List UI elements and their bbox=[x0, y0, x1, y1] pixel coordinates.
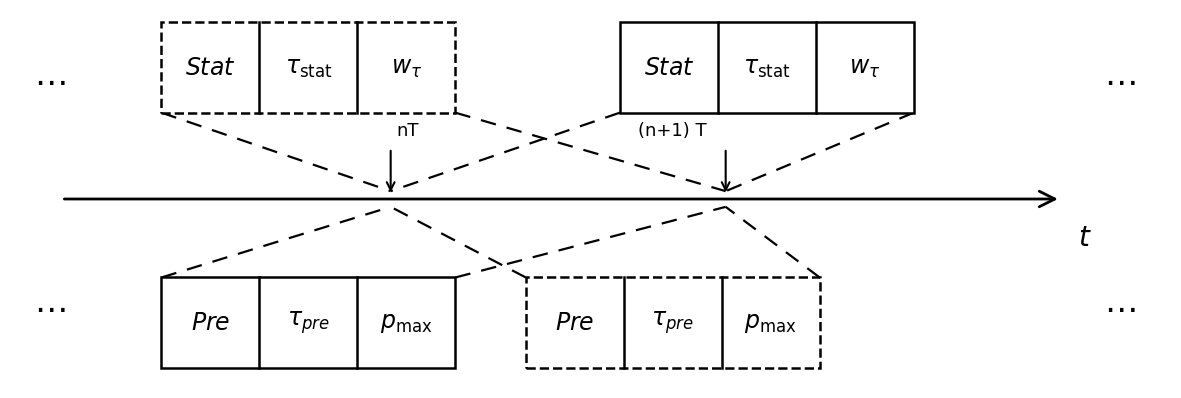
Text: $\cdots$: $\cdots$ bbox=[1104, 293, 1135, 326]
Bar bbox=[162, 22, 456, 113]
Text: t: t bbox=[1078, 224, 1089, 252]
Text: $w_{\tau}$: $w_{\tau}$ bbox=[849, 56, 880, 80]
Text: $\mathit{Stat}$: $\mathit{Stat}$ bbox=[185, 56, 236, 80]
Bar bbox=[162, 277, 456, 368]
Text: $p_{\mathrm{max}}$: $p_{\mathrm{max}}$ bbox=[380, 310, 432, 335]
Text: $\mathit{Pre}$: $\mathit{Pre}$ bbox=[190, 310, 230, 335]
Text: (n+1) T: (n+1) T bbox=[638, 122, 706, 140]
Text: $\tau_{\mathit{pre}}$: $\tau_{\mathit{pre}}$ bbox=[651, 309, 694, 336]
Text: $\tau_{\mathrm{stat}}$: $\tau_{\mathrm{stat}}$ bbox=[285, 56, 332, 80]
Text: $\tau_{\mathrm{stat}}$: $\tau_{\mathrm{stat}}$ bbox=[743, 56, 790, 80]
Bar bbox=[526, 277, 820, 368]
Text: $\cdots$: $\cdots$ bbox=[1104, 65, 1135, 98]
Text: $\mathit{Stat}$: $\mathit{Stat}$ bbox=[644, 56, 694, 80]
Text: $\mathit{Pre}$: $\mathit{Pre}$ bbox=[555, 310, 594, 335]
Text: $w_{\tau}$: $w_{\tau}$ bbox=[391, 56, 422, 80]
Text: $\cdots$: $\cdots$ bbox=[34, 65, 66, 98]
Text: $\cdots$: $\cdots$ bbox=[34, 293, 66, 326]
Bar bbox=[620, 22, 914, 113]
Text: $p_{\mathrm{max}}$: $p_{\mathrm{max}}$ bbox=[744, 310, 797, 335]
Text: $\tau_{\mathit{pre}}$: $\tau_{\mathit{pre}}$ bbox=[287, 309, 329, 336]
Text: nT: nT bbox=[397, 122, 419, 140]
